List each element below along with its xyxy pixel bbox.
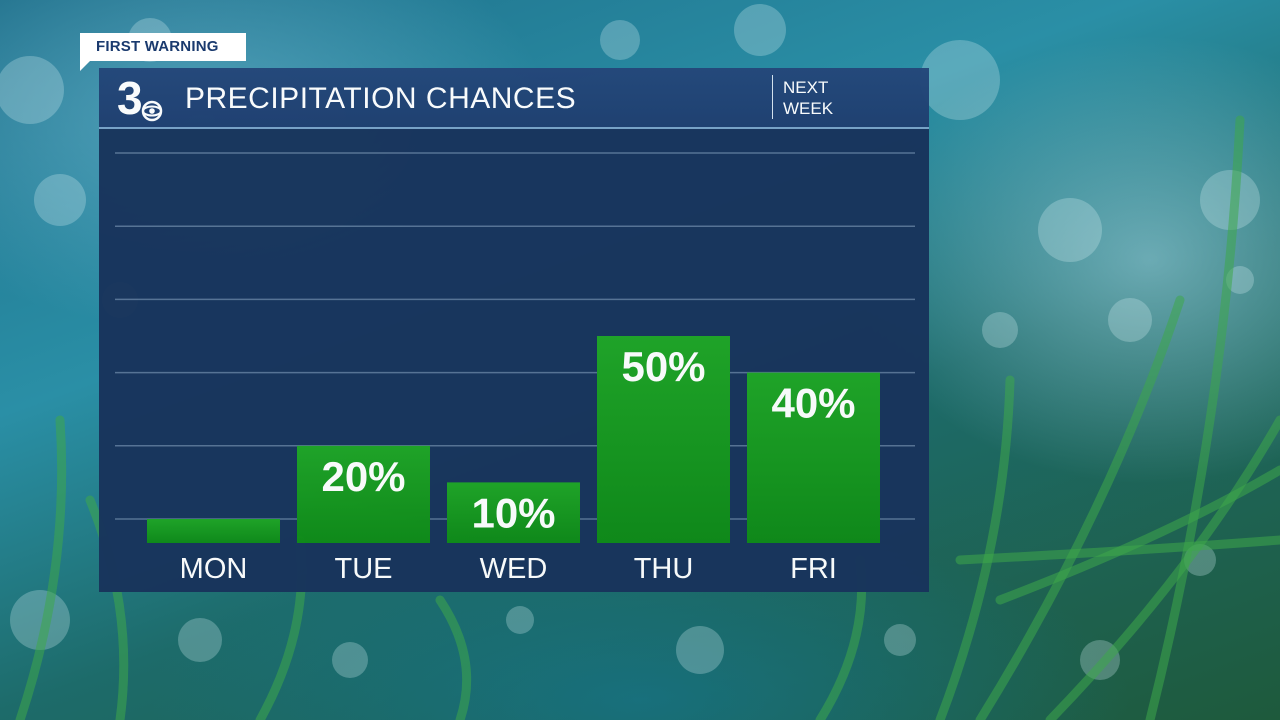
period-label: NEXT WEEK — [783, 77, 833, 119]
header-divider — [772, 75, 773, 119]
precipitation-bar-chart: MON 20% TUE 10% WED 50% THU 40% FRI — [115, 152, 915, 585]
panel-header: 3 PRECIPITATION CHANCES NEXT WEEK — [99, 68, 929, 129]
bar-fri — [747, 372, 880, 543]
channel-number: 3 — [117, 74, 143, 122]
first-warning-tag-notch — [80, 61, 90, 71]
period-line-2: WEEK — [783, 99, 834, 118]
data-label-fri: 40% — [771, 380, 855, 427]
data-label-wed: 10% — [471, 489, 555, 536]
period-line-1: NEXT — [783, 78, 829, 97]
category-label-fri: FRI — [790, 553, 837, 585]
forecast-panel: 3 PRECIPITATION CHANCES NEXT WEEK MON 20%… — [99, 68, 929, 592]
channel-3-logo: 3 — [117, 74, 163, 122]
data-label-thu: 50% — [621, 343, 705, 390]
category-label-wed: WED — [480, 553, 548, 585]
first-warning-tag: FIRST WARNING — [80, 33, 246, 61]
category-label-thu: THU — [634, 553, 694, 585]
category-label-mon: MON — [180, 553, 248, 585]
bar-wed — [447, 482, 580, 543]
bar-mon — [147, 519, 280, 543]
bar-thu — [597, 336, 730, 543]
data-label-tue: 20% — [321, 453, 405, 500]
bar-tue — [297, 445, 430, 543]
chart-title: PRECIPITATION CHANCES — [185, 82, 577, 115]
category-label-tue: TUE — [335, 553, 393, 585]
